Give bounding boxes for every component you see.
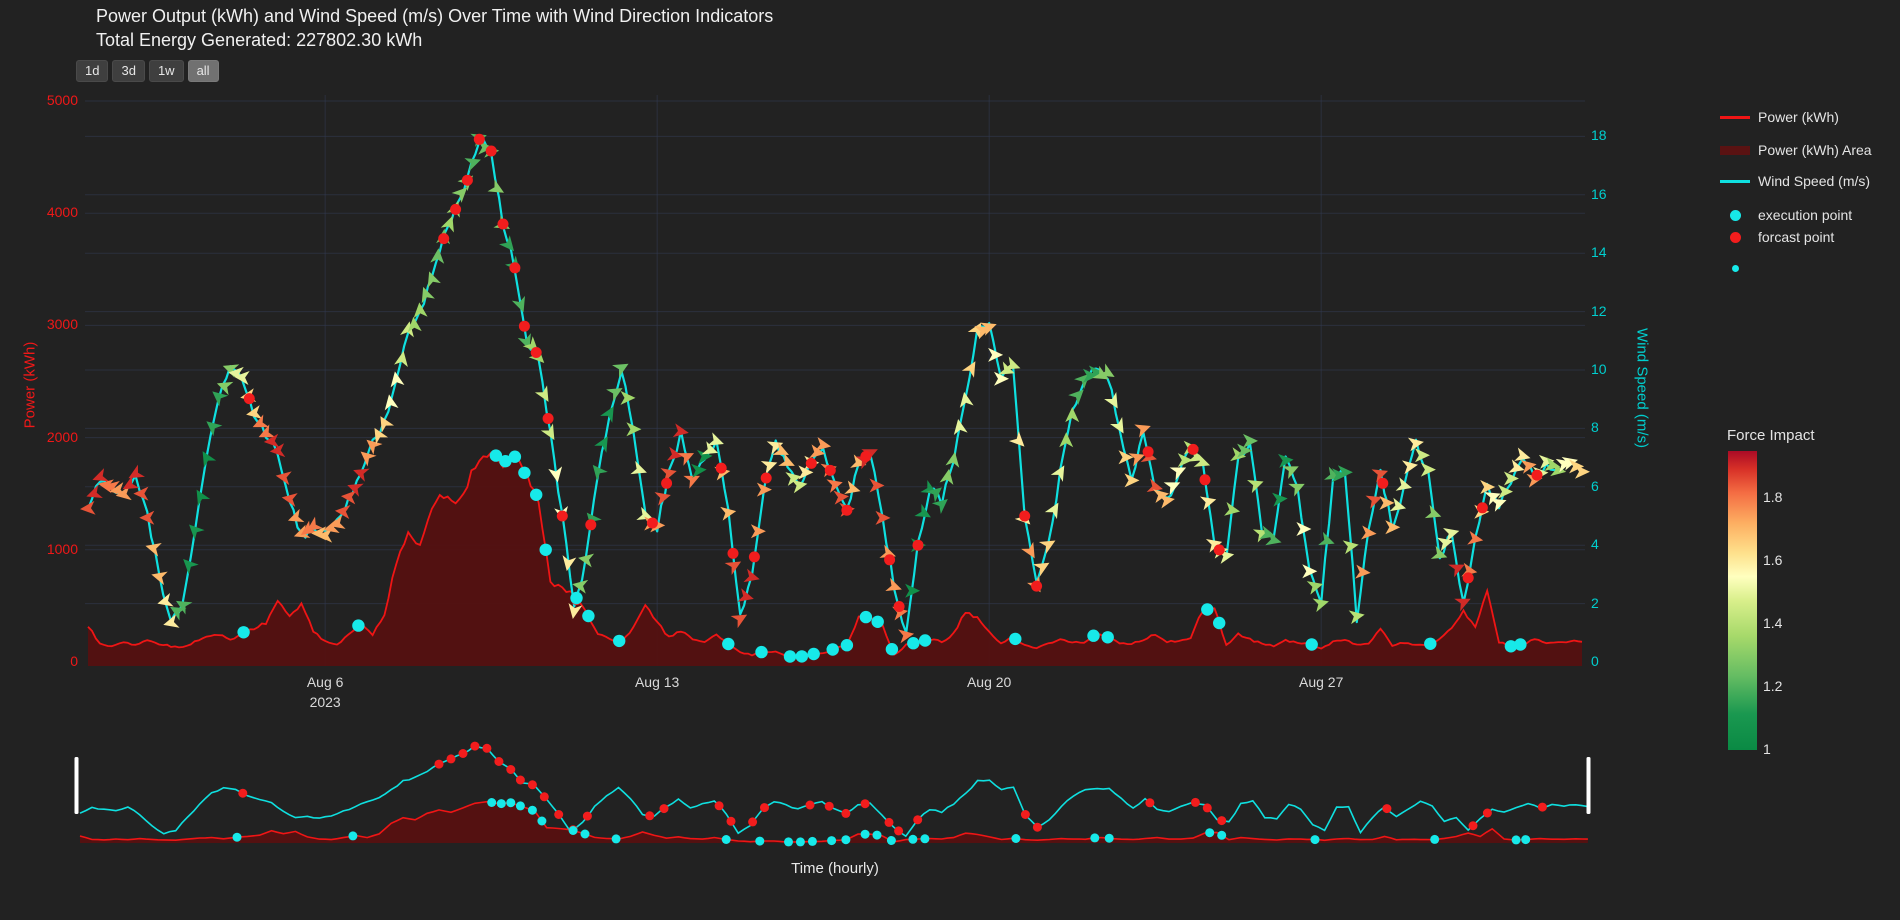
chart-subtitle: Total Energy Generated: 227802.30 kWh — [96, 30, 423, 50]
colorbar-tick-1.2: 1.2 — [1763, 678, 1783, 695]
legend-label: execution point — [1758, 207, 1853, 223]
range-button-1d[interactable]: 1d — [76, 60, 109, 82]
colorbar-tick-1: 1 — [1763, 741, 1771, 757]
x-tick-year: 2023 — [309, 694, 341, 710]
y-right-tick-2: 2 — [1591, 594, 1599, 611]
y-left-tick-1000: 1000 — [46, 540, 78, 557]
y-right-tick-10: 10 — [1591, 361, 1607, 377]
legend-label: Power (kWh) — [1758, 109, 1839, 125]
dot-small-swatch-icon — [1720, 264, 1750, 272]
y-right-tick-6: 6 — [1591, 477, 1599, 494]
y-axis-left-title: Power (kWh) — [21, 341, 39, 429]
legend-item-wind-speed-m-s-[interactable]: Wind Speed (m/s) — [1720, 170, 1870, 192]
x-tick-Aug-27: Aug 27 — [1298, 674, 1344, 690]
colorbar-tick-1.4: 1.4 — [1763, 615, 1783, 632]
range-button-3d[interactable]: 3d — [112, 60, 145, 82]
legend-label: forcast point — [1758, 229, 1835, 245]
band-swatch-icon — [1720, 145, 1750, 155]
y-left-tick-5000: 5000 — [46, 92, 78, 108]
y-right-tick-8: 8 — [1591, 419, 1599, 436]
colorbar-gradient — [1728, 451, 1757, 750]
forecast-points — [243, 133, 1543, 612]
colorbar-tick-1.8: 1.8 — [1763, 489, 1783, 506]
legend-item-forcast-point[interactable]: forcast point — [1720, 226, 1834, 248]
chart-title: Power Output (kWh) and Wind Speed (m/s) … — [96, 6, 774, 26]
range-selector: 1d 3d 1w all — [76, 60, 219, 82]
y-right-tick-4: 4 — [1591, 536, 1599, 553]
line-swatch-icon — [1720, 115, 1750, 119]
legend-item-power-kwh-area[interactable]: Power (kWh) Area — [1720, 139, 1872, 161]
y-right-tick-18: 18 — [1591, 127, 1607, 144]
x-tick-Aug-20: Aug 20 — [966, 674, 1012, 690]
y-axis-right-title: Wind Speed (m/s) — [1633, 327, 1651, 449]
y-right-tick-14: 14 — [1591, 244, 1607, 261]
y-left-tick-0: 0 — [70, 653, 78, 669]
gridlines — [85, 95, 1585, 666]
line-swatch-icon — [1720, 179, 1750, 183]
dot-swatch-icon — [1720, 209, 1750, 221]
wind-direction-arrows — [80, 133, 1590, 644]
y-right-tick-0: 0 — [1591, 653, 1599, 669]
legend-item-power-kwh-[interactable]: Power (kWh) — [1720, 106, 1839, 128]
y-left-tick-2000: 2000 — [46, 428, 78, 445]
colorbar-tick-1.6: 1.6 — [1763, 552, 1783, 569]
y-left-tick-4000: 4000 — [46, 204, 78, 221]
slider-handle-right[interactable] — [1586, 757, 1591, 814]
slider-wind-line — [79, 744, 1589, 838]
colorbar-title: Force Impact — [1727, 427, 1815, 444]
x-axis-title: Time (hourly) — [791, 860, 879, 877]
slider-handle-left[interactable] — [74, 757, 79, 814]
range-button-1w[interactable]: 1w — [148, 60, 184, 82]
legend-label: Power (kWh) Area — [1758, 142, 1872, 158]
legend-item-execution-point[interactable]: execution point — [1720, 204, 1852, 226]
legend-item-unnamed[interactable] — [1720, 257, 1758, 279]
range-button-all[interactable]: all — [187, 60, 219, 82]
dot-swatch-icon — [1720, 231, 1750, 243]
range-slider[interactable] — [74, 741, 1591, 847]
legend-label: Wind Speed (m/s) — [1758, 173, 1871, 189]
execution-points — [237, 449, 1527, 663]
y-right-tick-16: 16 — [1591, 185, 1607, 202]
y-right-tick-12: 12 — [1591, 302, 1607, 319]
y-left-tick-3000: 3000 — [46, 316, 78, 333]
x-tick-Aug-13: Aug 13 — [634, 674, 680, 690]
x-tick-Aug-6: Aug 6 — [306, 674, 344, 690]
